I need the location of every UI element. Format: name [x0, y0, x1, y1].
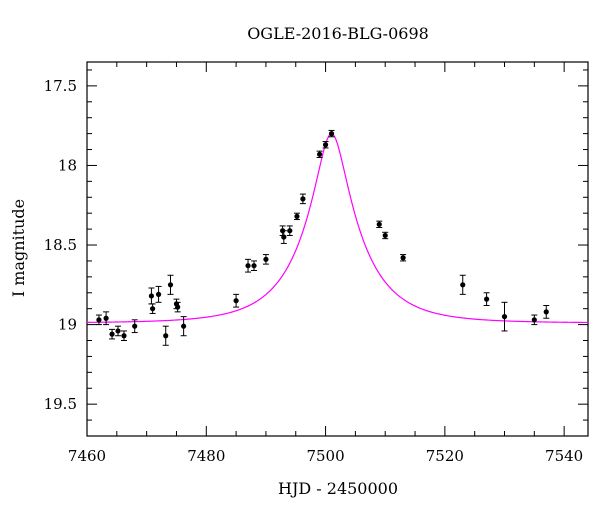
data-marker — [167, 282, 174, 288]
data-point — [174, 301, 181, 313]
y-tick-label: 19.5 — [44, 395, 77, 413]
data-point — [382, 231, 389, 240]
data-marker — [376, 221, 382, 227]
data-point — [501, 301, 508, 332]
data-point — [286, 225, 293, 236]
data-point — [109, 328, 116, 340]
data-point — [293, 212, 300, 221]
data-marker — [103, 315, 109, 321]
data-point — [167, 274, 174, 295]
data-marker — [484, 296, 490, 302]
y-axis-label: I magnitude — [9, 199, 28, 297]
data-marker — [233, 298, 239, 304]
data-marker — [382, 232, 388, 239]
data-point — [328, 129, 335, 138]
data-point — [131, 319, 138, 334]
data-point — [103, 311, 110, 326]
data-point — [376, 220, 383, 229]
data-point — [180, 316, 187, 337]
data-marker — [109, 331, 115, 337]
model-curve — [87, 132, 588, 324]
data-point — [262, 254, 269, 265]
x-tick-label: 7520 — [426, 447, 464, 465]
data-marker — [251, 263, 257, 269]
data-point — [251, 260, 257, 271]
plot-area: 7460 7480 7500 7520 7540 17.5 18 18.5 19 19.5 — [44, 61, 589, 465]
x-tick-label: 7540 — [545, 447, 583, 465]
x-tick-label: 7460 — [68, 447, 106, 465]
x-tick-label: 7480 — [187, 447, 225, 465]
x-axis-label: HJD - 2450000 — [278, 479, 398, 498]
data-point — [120, 330, 127, 342]
data-marker — [501, 314, 508, 320]
data-point — [149, 303, 156, 314]
data-marker — [245, 263, 251, 269]
data-marker — [155, 291, 162, 297]
data-point — [400, 254, 407, 262]
y-tick-label: 18.5 — [44, 236, 77, 254]
data-marker — [132, 323, 138, 329]
data-point — [299, 193, 306, 205]
chart-title: OGLE-2016-BLG-0698 — [247, 24, 429, 43]
data-marker — [294, 213, 300, 219]
data-point — [316, 150, 323, 158]
data-marker — [263, 256, 269, 262]
data-marker — [175, 304, 181, 310]
data-point — [95, 314, 102, 326]
data-point — [233, 293, 240, 308]
data-marker — [121, 333, 127, 339]
data-marker — [281, 234, 287, 240]
data-marker — [163, 333, 169, 339]
data-marker — [400, 255, 406, 261]
data-point — [322, 141, 329, 149]
data-marker — [328, 131, 335, 137]
data-point — [245, 258, 252, 273]
data-marker — [543, 309, 549, 315]
data-marker — [300, 196, 306, 202]
data-point — [148, 287, 155, 305]
y-tick-label: 17.5 — [44, 77, 77, 95]
data-point — [543, 304, 550, 319]
data-point — [115, 325, 122, 337]
plot-frame — [86, 61, 589, 437]
data-marker — [148, 293, 155, 299]
data-marker — [317, 151, 323, 157]
data-marker — [287, 228, 293, 234]
data-point — [531, 314, 538, 326]
data-point — [483, 292, 490, 306]
data-marker — [322, 142, 329, 148]
data-marker — [150, 306, 156, 312]
data-marker — [96, 317, 102, 323]
data-marker — [115, 328, 121, 334]
data-point — [162, 325, 169, 346]
y-tick-label: 18 — [58, 156, 77, 174]
y-tick-label: 19 — [58, 316, 77, 334]
data-marker — [460, 282, 466, 288]
data-marker — [181, 323, 187, 329]
x-tick-label: 7500 — [306, 447, 344, 465]
data-marker — [531, 317, 537, 323]
data-point — [459, 274, 466, 295]
data-point — [280, 230, 287, 244]
data-point — [155, 285, 162, 303]
